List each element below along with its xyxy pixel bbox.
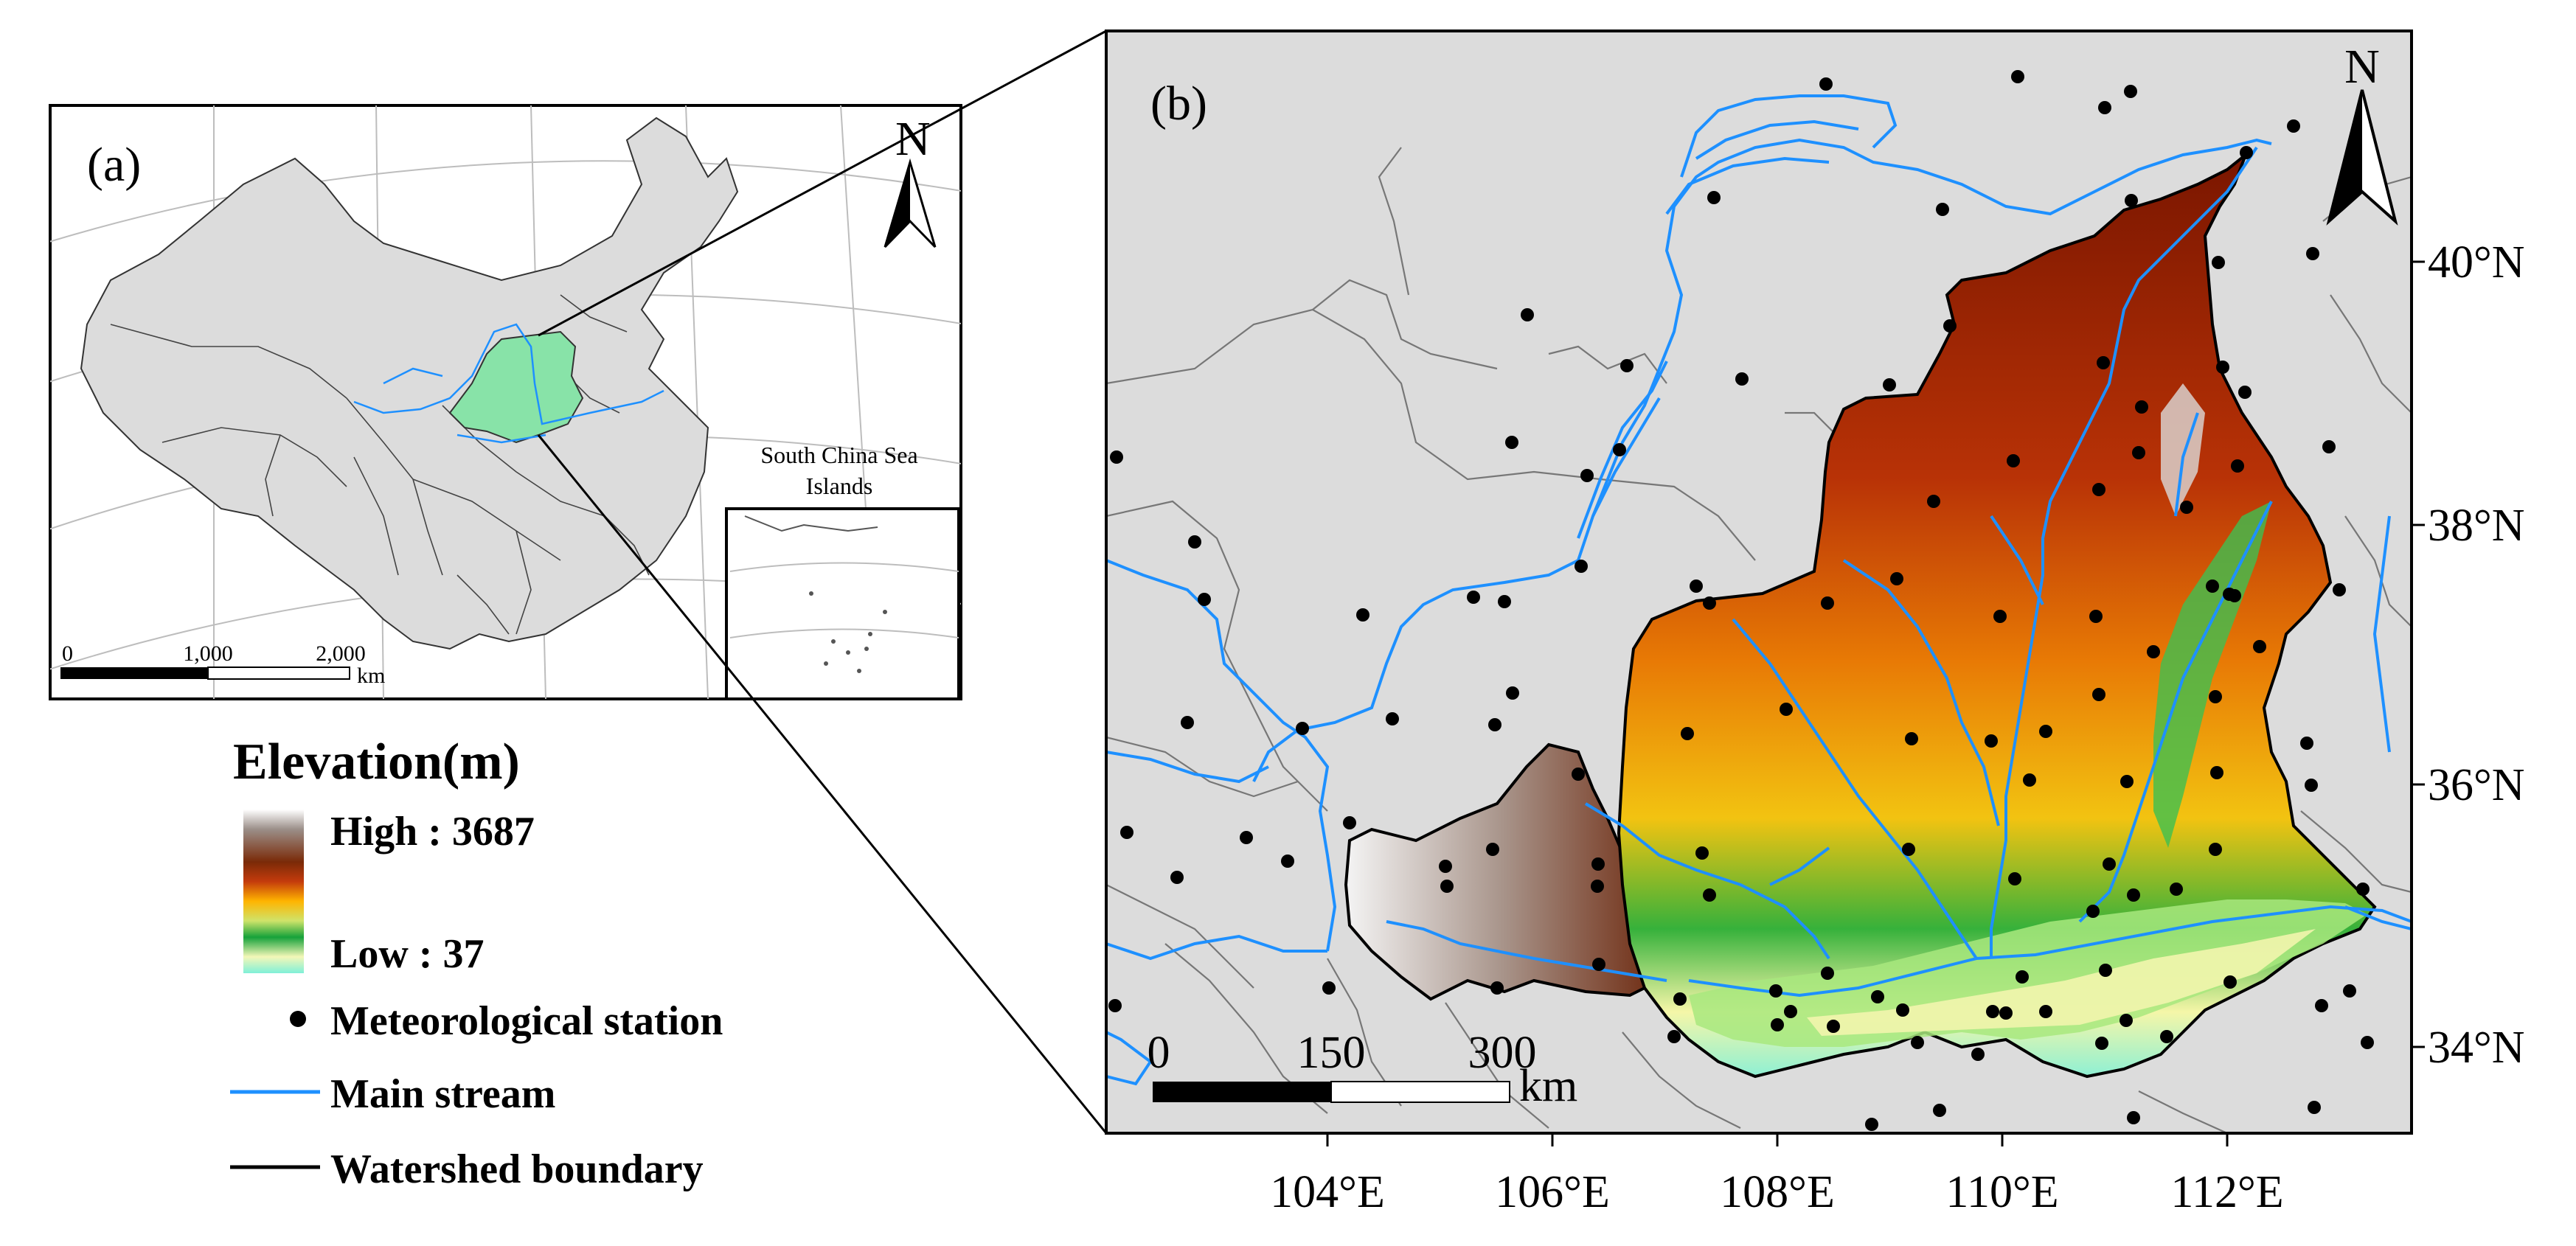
panel-b-north-label: N xyxy=(2344,40,2380,94)
lon-label-106: 106°E xyxy=(1495,1167,1610,1217)
panel-b-scale-bar xyxy=(1153,1081,1510,1103)
panel-b-stations xyxy=(1108,70,2374,1131)
legend-title: Elevation(m) xyxy=(233,734,520,790)
connector-lines xyxy=(537,29,1108,1134)
fenwei-plain xyxy=(1689,899,2367,1047)
high-peaks xyxy=(2161,383,2205,516)
panel-b-rivers xyxy=(1106,94,2412,1086)
panel-b-scale-tick-2: 300 xyxy=(1468,1028,1537,1078)
panel-a-scale-bar xyxy=(60,666,350,680)
panel-b-map: (b) N 0 150 300 km 104°E 106°E 108°E 110… xyxy=(1105,29,2525,1217)
panel-a-scale-tick-2: 2,000 xyxy=(316,641,366,666)
province-boundaries xyxy=(110,294,650,635)
basin-highlight xyxy=(448,330,584,444)
south-china-sea-inset xyxy=(725,507,960,699)
panel-b-axis-ticks xyxy=(1326,260,2425,1146)
lat-label-38: 38°N xyxy=(2428,501,2525,551)
legend-stream-label: Main stream xyxy=(330,1071,555,1117)
panel-b-frame xyxy=(1105,29,2413,1135)
legend-high-label: High : 3687 xyxy=(330,809,535,855)
lat-label-40: 40°N xyxy=(2428,237,2525,288)
lon-label-112: 112°E xyxy=(2170,1167,2283,1217)
lat-label-36: 36°N xyxy=(2428,760,2525,810)
elevation-color-ramp xyxy=(243,810,304,973)
panel-a-north-label: N xyxy=(895,112,931,166)
panel-a-scale-tick-0: 0 xyxy=(62,641,73,666)
panel-b-scale-unit: km xyxy=(1519,1061,1577,1111)
lon-label-104: 104°E xyxy=(1270,1167,1385,1217)
lon-label-108: 108°E xyxy=(1720,1167,1835,1217)
panel-b-admin-boundaries xyxy=(1106,147,2412,1133)
china-outline xyxy=(80,116,739,650)
panel-a-map: (a) N South China Sea Islands 0 1,000 2,… xyxy=(49,104,962,700)
fen-valley xyxy=(2153,501,2271,848)
legend: Elevation(m) High : 3687 Low : 37 Meteor… xyxy=(230,734,723,1192)
legend-station-label: Meteorological station xyxy=(330,998,723,1044)
panel-a-scale-unit: km xyxy=(357,664,385,688)
panel-a-scale-tick-1: 1,000 xyxy=(183,641,233,666)
panel-b-scale-tick-0: 0 xyxy=(1148,1028,1170,1078)
panel-a-label: (a) xyxy=(87,138,141,192)
lon-label-110: 110°E xyxy=(1945,1167,2058,1217)
panel-b-label: (b) xyxy=(1150,77,1207,130)
lat-label-34: 34°N xyxy=(2428,1023,2525,1073)
panel-a-rivers xyxy=(353,323,664,444)
legend-low-label: Low : 37 xyxy=(330,931,484,977)
station-symbol-icon xyxy=(290,1011,306,1027)
inset-title-line1: South China Sea xyxy=(760,442,917,468)
panel-b-scale-tick-1: 150 xyxy=(1297,1028,1366,1078)
legend-boundary-label: Watershed boundary xyxy=(330,1146,704,1192)
inset-title-line2: Islands xyxy=(806,473,873,499)
